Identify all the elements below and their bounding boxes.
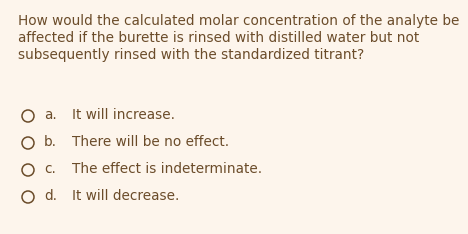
- Text: It will increase.: It will increase.: [72, 108, 175, 122]
- Text: It will decrease.: It will decrease.: [72, 189, 179, 203]
- Text: How would the calculated molar concentration of the analyte be: How would the calculated molar concentra…: [18, 14, 460, 28]
- Text: The effect is indeterminate.: The effect is indeterminate.: [72, 162, 262, 176]
- Text: affected if the burette is rinsed with distilled water but not: affected if the burette is rinsed with d…: [18, 31, 419, 45]
- Text: a.: a.: [44, 108, 57, 122]
- Text: subsequently rinsed with the standardized titrant?: subsequently rinsed with the standardize…: [18, 48, 364, 62]
- Text: d.: d.: [44, 189, 57, 203]
- Text: c.: c.: [44, 162, 56, 176]
- Text: There will be no effect.: There will be no effect.: [72, 135, 229, 149]
- Text: b.: b.: [44, 135, 57, 149]
